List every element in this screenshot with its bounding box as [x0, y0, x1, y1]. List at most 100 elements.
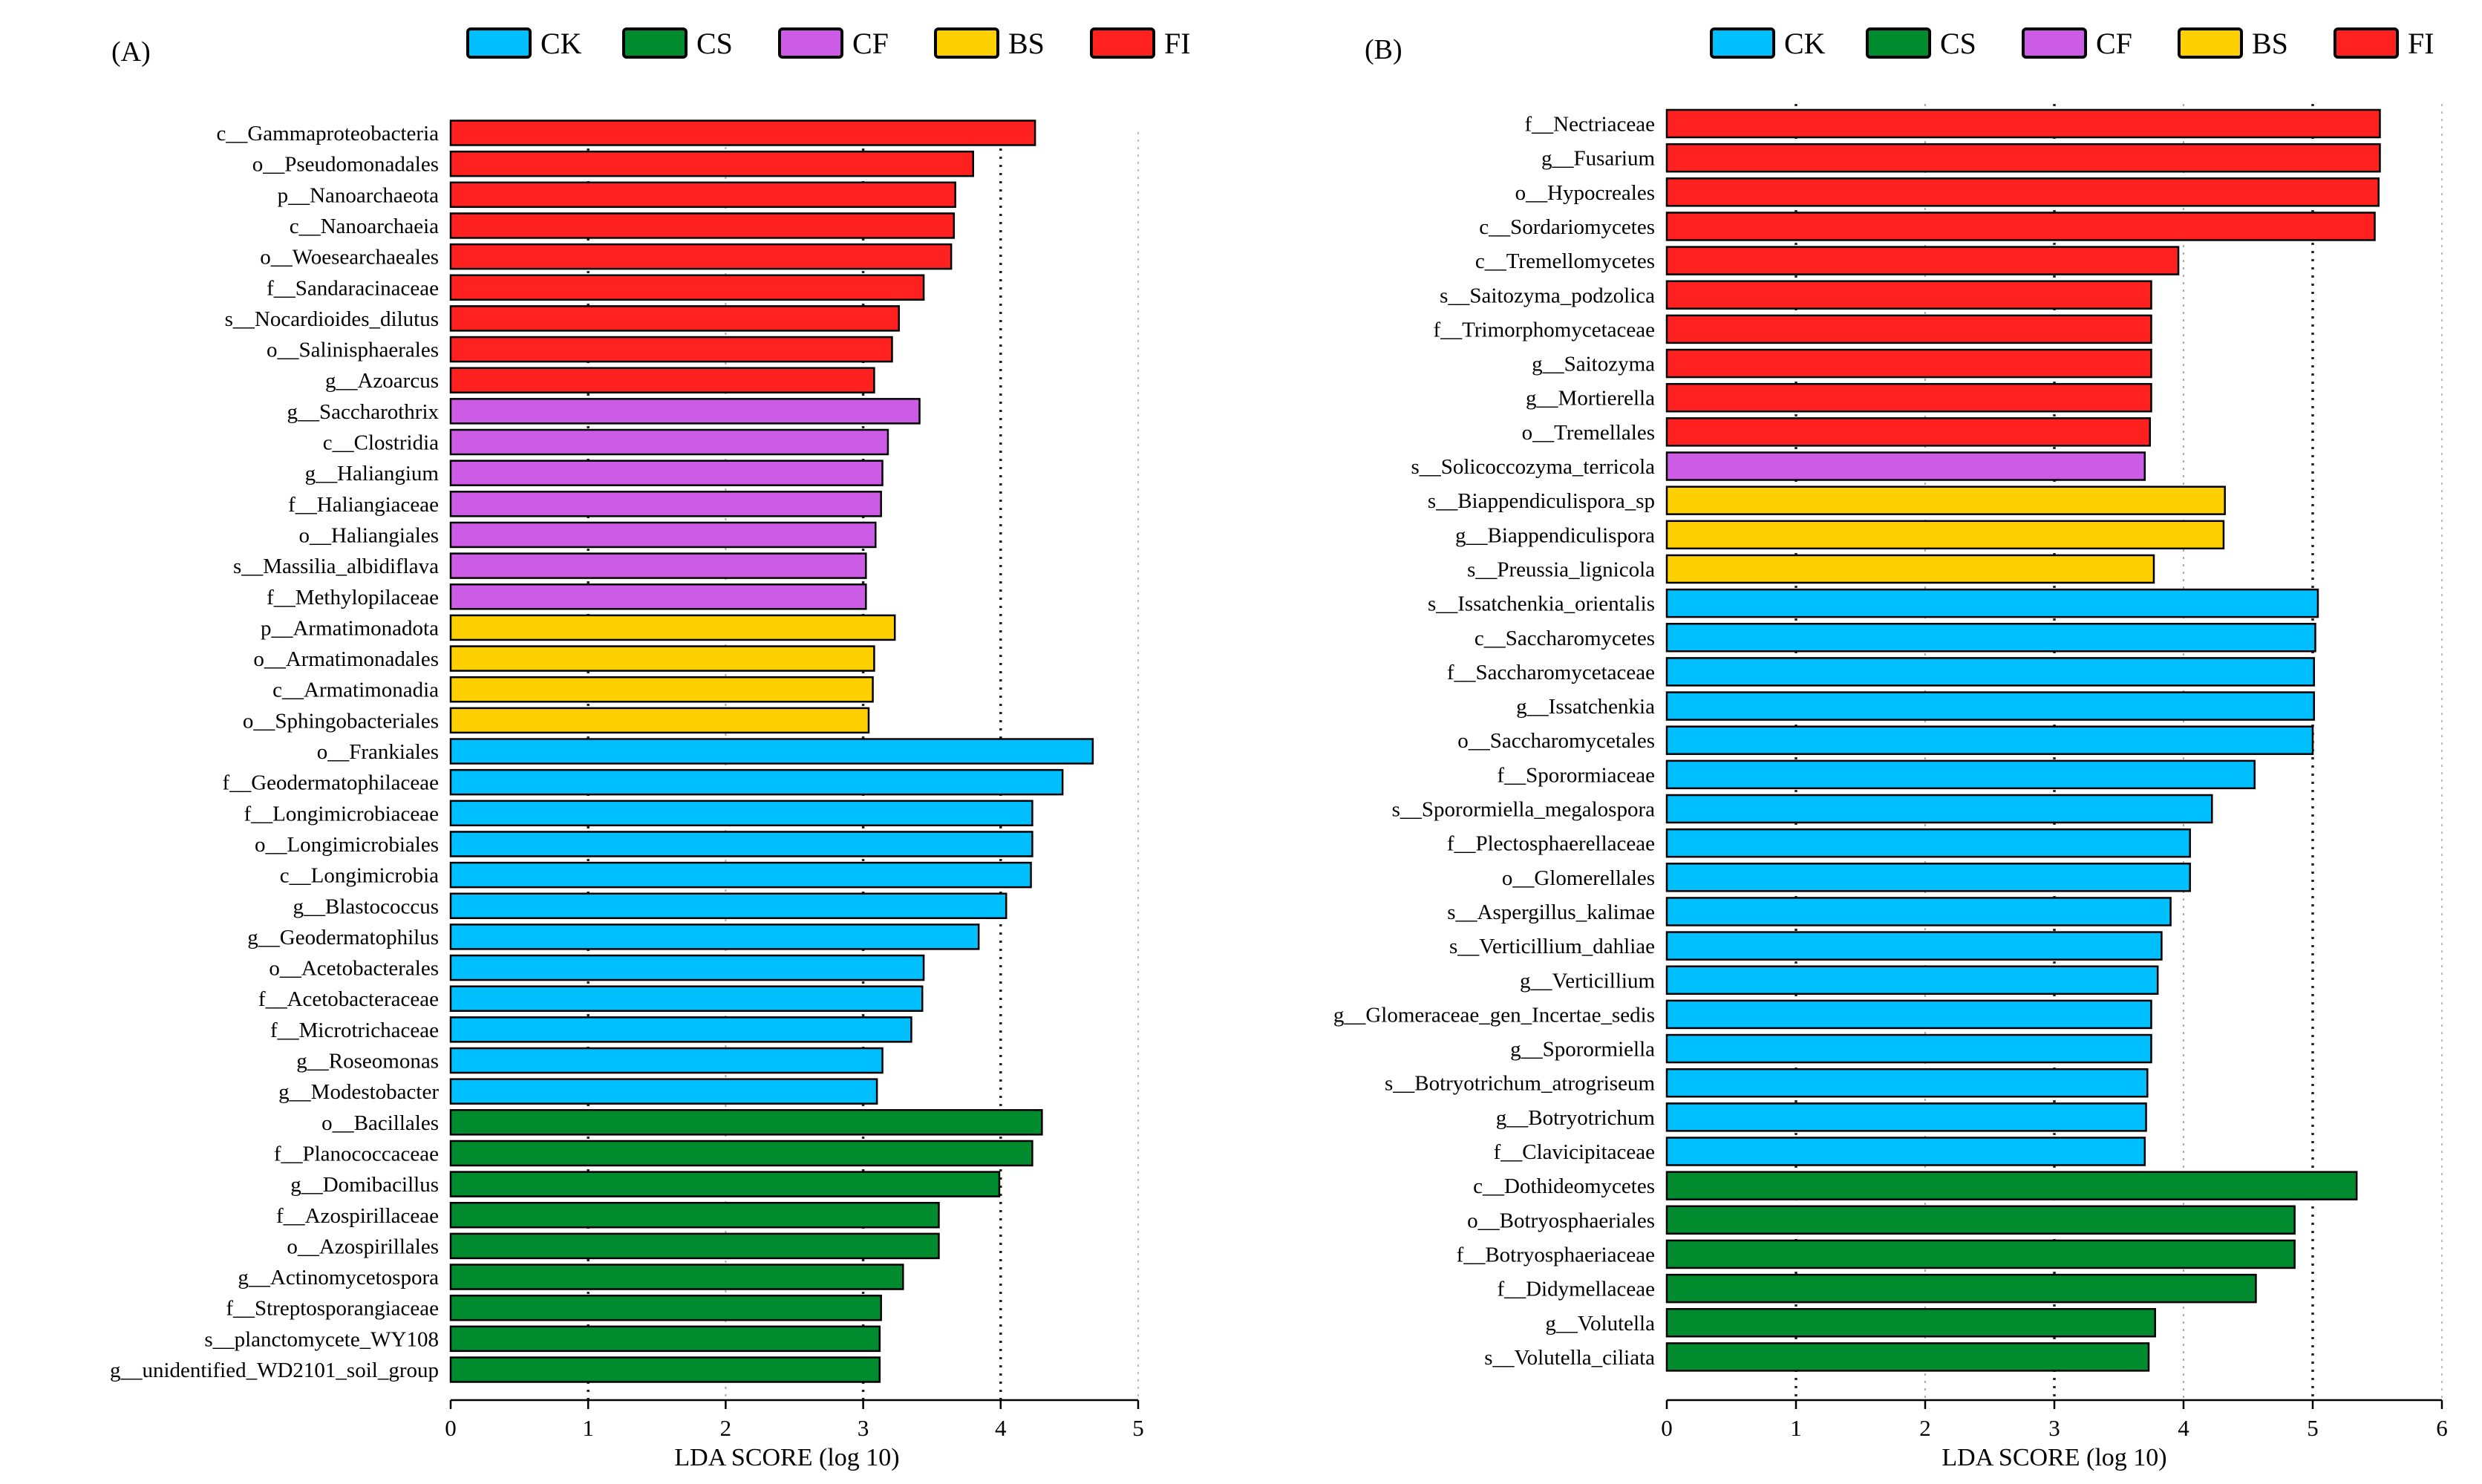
bar-f-botryosphaeriaceae — [1665, 1239, 2296, 1269]
bar-g-modestobacter — [449, 1078, 878, 1105]
bar-g-roseomonas — [449, 1047, 884, 1074]
category-label-f-streptosporangiaceae: f__Streptosporangiaceae — [226, 1297, 439, 1321]
bar-s-biappendiculispora-sp — [1665, 486, 2226, 515]
category-label-o-tremellales: o__Tremellales — [1522, 421, 1655, 445]
bar-c-clostridia — [449, 428, 889, 456]
legend-item-bs: BS — [2178, 27, 2288, 60]
x-tick-label-b-3: 3 — [2048, 1415, 2060, 1441]
bar-c-longimicrobia — [449, 861, 1032, 889]
bar-g-fusarium — [1665, 143, 2381, 173]
legend-item-cf: CF — [778, 27, 889, 60]
bar-g-blastococcus — [449, 892, 1008, 919]
category-label-c-saccharomycetes: c__Saccharomycetes — [1474, 627, 1655, 650]
bar-c-dothideomycetes — [1665, 1171, 2358, 1200]
category-label-s-solicoccozyma-terricola: s__Solicoccozyma_terricola — [1411, 455, 1655, 479]
category-label-o-hypocreales: o__Hypocreales — [1515, 181, 1655, 205]
bar-g-glomeraceae-gen-incertae-sedis — [1665, 999, 2152, 1030]
category-label-o-woesearchaeales: o__Woesearchaeales — [260, 246, 439, 269]
bar-f-trimorphomycetaceae — [1665, 314, 2152, 344]
bar-f-sandaracinaceae — [449, 274, 925, 301]
bar-f-methylopilaceae — [449, 584, 867, 610]
category-label-p-armatimonadota: p__Armatimonadota — [261, 616, 439, 640]
category-label-o-armatimonadales: o__Armatimonadales — [253, 647, 439, 671]
category-label-s-biappendiculispora-sp: s__Biappendiculispora_sp — [1428, 489, 1655, 513]
bar-g-saccharothrix — [449, 398, 921, 425]
category-label-g-blastococcus: g__Blastococcus — [293, 895, 439, 918]
bar-f-streptosporangiaceae — [449, 1294, 882, 1321]
x-tick-label-a-3: 3 — [858, 1415, 869, 1441]
legend-label-bs: BS — [1008, 27, 1045, 60]
bar-c-armatimonadia — [449, 676, 874, 703]
bar-f-geodermatophilaceae — [449, 768, 1064, 796]
panel-label-a: (A) — [111, 36, 151, 68]
category-label-g-haliangium: g__Haliangium — [305, 462, 440, 486]
category-label-p-nanoarchaeota: p__Nanoarchaeota — [278, 183, 440, 207]
category-label-c-gammaproteobacteria: c__Gammaproteobacteria — [216, 122, 439, 146]
category-label-g-domibacillus: g__Domibacillus — [290, 1173, 439, 1197]
category-label-s-saitozyma-podzolica: s__Saitozyma_podzolica — [1440, 284, 1655, 307]
category-label-o-haliangiales: o__Haliangiales — [299, 523, 439, 547]
bar-s-planctomycete-wy108 — [449, 1325, 881, 1353]
bar-s-botryotrichum-atrogriseum — [1665, 1068, 2149, 1098]
bar-o-bacillales — [449, 1109, 1043, 1136]
bar-g-geodermatophilus — [449, 924, 980, 950]
category-label-s-planctomycete-wy108: s__planctomycete_WY108 — [204, 1327, 439, 1351]
bar-o-pseudomonadales — [449, 150, 975, 177]
legend-item-ck: CK — [466, 27, 582, 60]
category-label-g-geodermatophilus: g__Geodermatophilus — [247, 926, 439, 949]
category-label-f-methylopilaceae: f__Methylopilaceae — [267, 586, 439, 609]
category-label-c-sordariomycetes: c__Sordariomycetes — [1479, 215, 1655, 239]
category-label-s-preussia-lignicola: s__Preussia_lignicola — [1467, 558, 1655, 581]
category-label-s-volutella-ciliata: s__Volutella_ciliata — [1484, 1346, 1655, 1370]
category-label-g-biappendiculispora: g__Biappendiculispora — [1455, 523, 1655, 547]
bar-o-salinisphaerales — [449, 336, 893, 363]
bar-o-woesearchaeales — [449, 243, 953, 270]
category-label-f-microtrichaceae: f__Microtrichaceae — [270, 1019, 439, 1042]
bar-g-actinomycetospora — [449, 1264, 904, 1290]
bar-o-azospirillales — [449, 1232, 940, 1260]
category-label-o-pseudomonadales: o__Pseudomonadales — [252, 153, 439, 177]
bar-f-nectriaceae — [1665, 108, 2381, 139]
category-label-f-longimicrobiaceae: f__Longimicrobiaceae — [244, 802, 440, 826]
category-label-f-trimorphomycetaceae: f__Trimorphomycetaceae — [1434, 318, 1656, 341]
bar-o-frankiales — [449, 738, 1094, 765]
x-tick-label-b-6: 6 — [2436, 1415, 2448, 1441]
category-label-s-botryotrichum-atrogriseum: s__Botryotrichum_atrogriseum — [1385, 1072, 1656, 1096]
bar-c-sordariomycetes — [1665, 212, 2376, 241]
bar-p-armatimonadota — [449, 614, 896, 641]
bar-o-haliangiales — [449, 521, 877, 549]
category-label-g-azoarcus: g__Azoarcus — [325, 369, 439, 393]
category-label-s-sporormiella-megalospora: s__Sporormiella_megalospora — [1392, 798, 1656, 822]
legend-label-cs: CS — [696, 27, 733, 60]
category-label-f-acetobacteraceae: f__Acetobacteraceae — [258, 987, 439, 1011]
bar-g-sporormiella — [1665, 1033, 2152, 1064]
bar-g-saitozyma — [1665, 348, 2152, 379]
bar-o-acetobacterales — [449, 954, 925, 981]
category-label-f-sandaracinaceae: f__Sandaracinaceae — [267, 276, 439, 300]
bar-f-microtrichaceae — [449, 1016, 912, 1043]
bar-s-sporormiella-megalospora — [1665, 794, 2213, 824]
category-label-g-glomeraceae-gen-incertae-sedis: g__Glomeraceae_gen_Incertae_sedis — [1333, 1003, 1655, 1027]
x-tick-label-a-1: 1 — [582, 1415, 594, 1441]
bar-f-azospirillaceae — [449, 1202, 940, 1229]
category-label-o-saccharomycetales: o__Saccharomycetales — [1457, 729, 1655, 753]
bar-s-preussia-lignicola — [1665, 554, 2155, 584]
legend-item-ck: CK — [1710, 27, 1826, 60]
bar-s-aspergillus-kalimae — [1665, 897, 2172, 926]
bar-f-saccharomycetaceae — [1665, 657, 2315, 687]
bar-f-plectosphaerellaceae — [1665, 828, 2191, 858]
x-tick-label-b-1: 1 — [1790, 1415, 1802, 1441]
category-label-g-roseomonas: g__Roseomonas — [296, 1050, 439, 1073]
category-label-c-clostridia: c__Clostridia — [323, 431, 439, 455]
legend-item-cs: CS — [622, 27, 733, 60]
legend-swatch-fi — [2334, 27, 2399, 59]
legend-item-cs: CS — [1866, 27, 1976, 60]
legend-label-cf: CF — [2096, 27, 2132, 60]
category-label-f-plectosphaerellaceae: f__Plectosphaerellaceae — [1447, 832, 1655, 856]
bar-p-nanoarchaeota — [449, 181, 956, 209]
legend-label-fi: FI — [2408, 27, 2434, 60]
legend-item-fi: FI — [2334, 27, 2434, 60]
bar-c-gammaproteobacteria — [449, 120, 1036, 146]
bar-s-solicoccozyma-terricola — [1665, 451, 2146, 481]
category-label-o-salinisphaerales: o__Salinisphaerales — [267, 339, 439, 362]
